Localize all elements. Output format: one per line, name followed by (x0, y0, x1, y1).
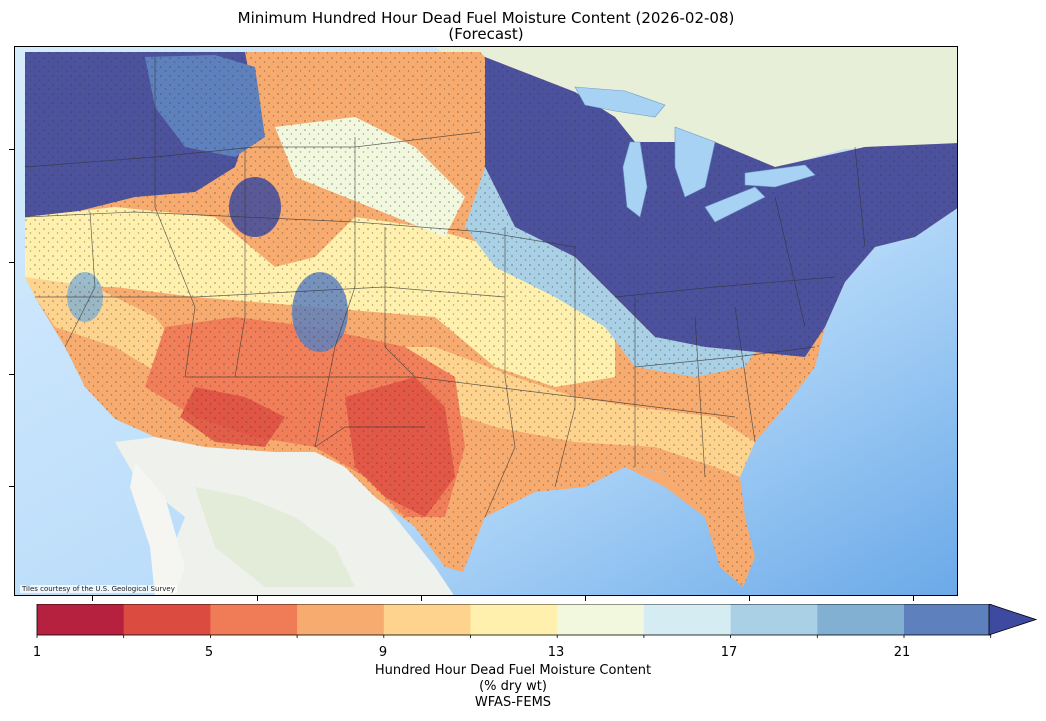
colorbar-bin (383, 604, 471, 635)
x-axis-tick (92, 596, 93, 601)
colorbar-label-line1: Hundred Hour Dead Fuel Moisture Content (374, 663, 652, 678)
tile-attribution: Tiles courtesy of the U.S. Geological Su… (20, 585, 177, 593)
colorbar-bin (904, 604, 992, 635)
colorbar-bin (557, 604, 645, 635)
colorbar-label-line3: WFAS-FEMS (474, 695, 552, 710)
canada-land (435, 47, 957, 197)
colorbar-bins (36, 604, 992, 636)
colorbar (36, 604, 1038, 638)
colorbar-bin (297, 604, 385, 635)
x-axis-tick (749, 596, 750, 601)
colorbar-bin (643, 604, 731, 635)
colorbar-label-line2: (% dry wt) (479, 679, 547, 694)
map-title-line1: Minimum Hundred Hour Dead Fuel Moisture … (237, 9, 735, 27)
y-axis-tick (9, 262, 14, 263)
x-axis-tick (257, 596, 258, 601)
map-panel[interactable]: Tiles courtesy of the U.S. Geological Su… (14, 46, 958, 596)
colorbar-bin (730, 604, 818, 635)
mexico-highlands (195, 487, 355, 587)
state-borders (24, 57, 866, 518)
colorbar-extend-triangle (988, 604, 1038, 636)
x-axis-tick (913, 596, 914, 601)
colorbar-tick-label: 1 (32, 645, 42, 660)
station-points (25, 52, 957, 587)
colorbar-bin (210, 604, 298, 635)
moisture-map (15, 47, 957, 595)
colorbar-tick-label: 5 (204, 645, 214, 660)
colorbar-tick-label: 13 (547, 645, 565, 660)
great-lakes (574, 86, 816, 223)
colorbar-bin (123, 604, 211, 635)
baja-california (130, 462, 185, 595)
colorbar-tick-label: 17 (720, 645, 738, 660)
y-axis-tick (9, 486, 14, 487)
y-axis-tick (9, 149, 14, 150)
colorbar-tick-label: 9 (378, 645, 388, 660)
map-title-line2: (Forecast) (448, 25, 524, 43)
y-axis-tick (9, 374, 14, 375)
colorbar-tick-label: 21 (893, 645, 911, 660)
colorbar-minor-ticks (36, 635, 992, 638)
colorbar-bin (817, 604, 905, 635)
colorbar-bin (470, 604, 558, 635)
x-axis-tick (421, 596, 422, 601)
x-axis-tick (585, 596, 586, 601)
colorbar-bin (37, 604, 125, 635)
